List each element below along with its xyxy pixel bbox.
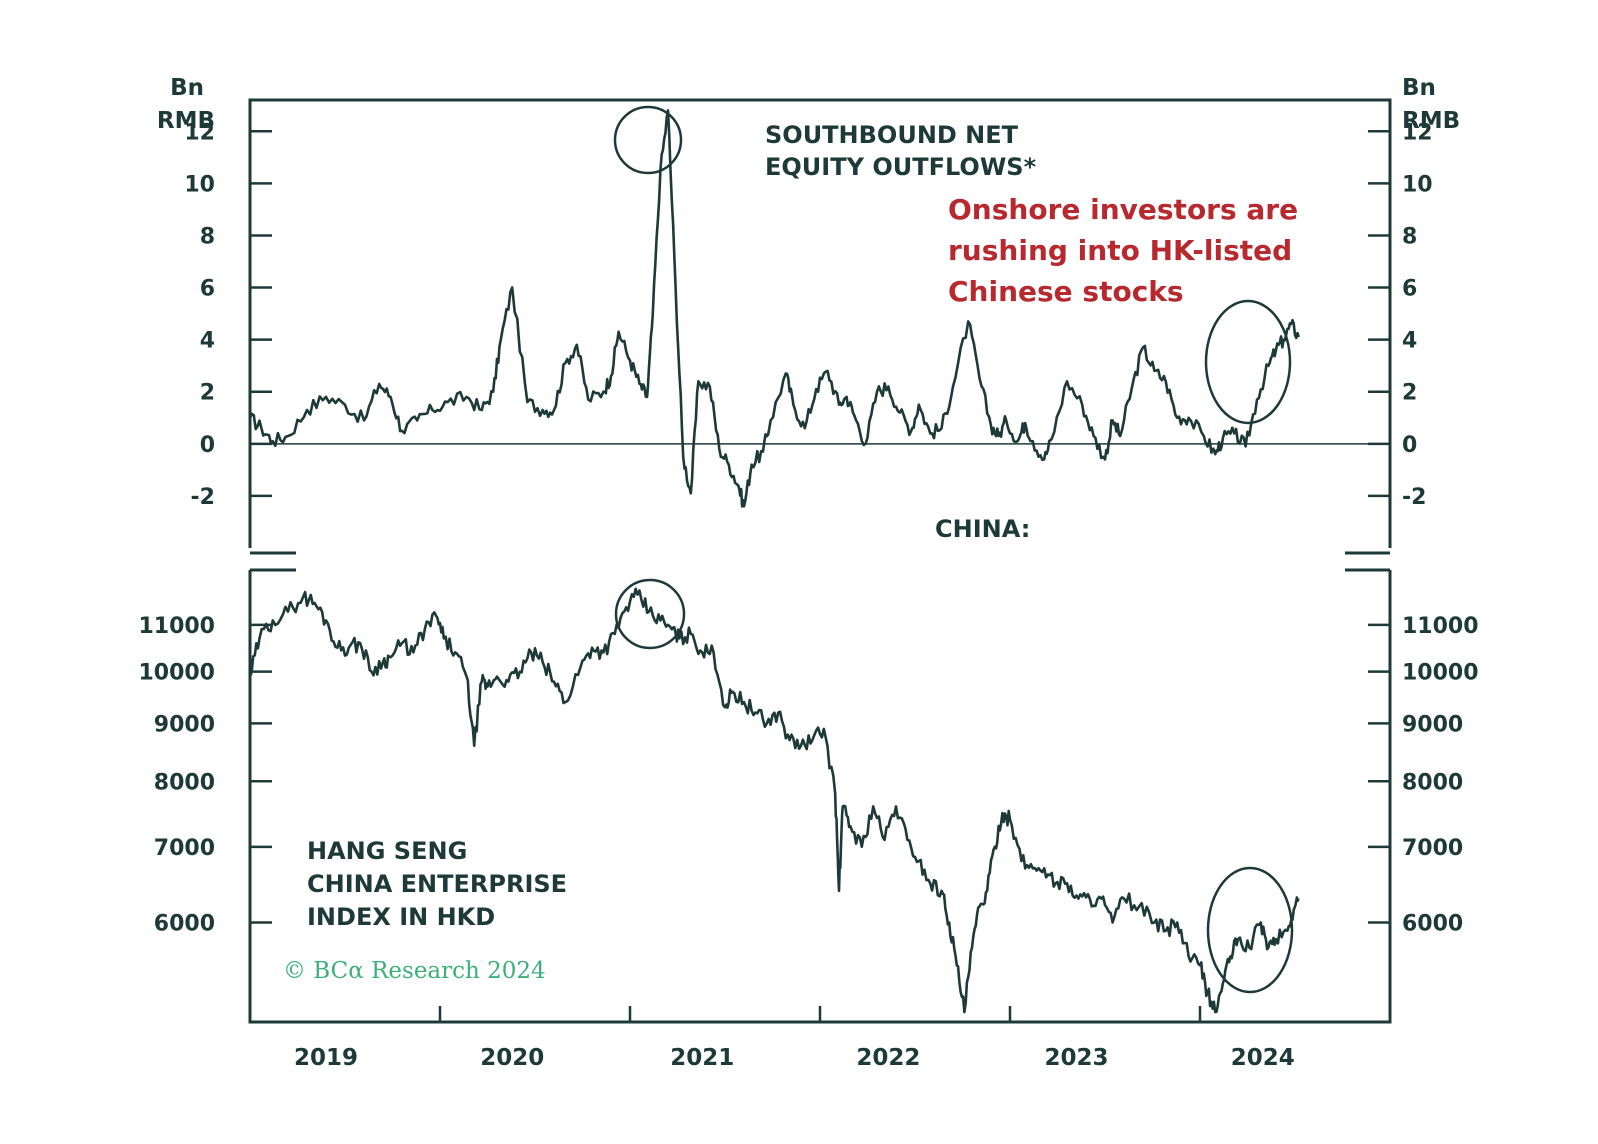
top-ytick-label-right: -2	[1402, 485, 1426, 510]
annotation-text: Onshore investors are rushing into HK-li…	[948, 193, 1308, 308]
top-ytick-label-left: 4	[200, 329, 215, 354]
top-unit-left-line-1: Bn	[170, 75, 204, 101]
top-ytick-label-left: 2	[200, 381, 215, 406]
x-axis: 2019 2020 2021 2022 2023 2024	[248, 1006, 1295, 1071]
annotation-line-1: Onshore investors are	[948, 193, 1298, 226]
top-series-title: SOUTHBOUND NET EQUITY OUTFLOWS*	[765, 121, 1037, 181]
panel-header: CHINA:	[935, 515, 1030, 543]
top-unit-label-right: Bn RMB	[1402, 75, 1460, 134]
bottom-ytick-label-right: 6000	[1402, 912, 1463, 937]
bottom-series-title: HANG SENG CHINA ENTERPRISE INDEX IN HKD	[307, 837, 575, 931]
bottom-title-line-3: INDEX IN HKD	[307, 903, 495, 931]
bottom-ytick-label-right: 11000	[1402, 614, 1479, 639]
x-tick-label: 2022	[856, 1045, 920, 1071]
top-ytick-label-right: 6	[1402, 277, 1417, 302]
x-tick-label: 2019	[294, 1045, 358, 1071]
bottom-ytick-label-left: 9000	[154, 712, 215, 737]
bottom-title-line-2: CHINA ENTERPRISE	[307, 870, 567, 898]
bottom-title-line-1: HANG SENG	[307, 837, 467, 865]
top-ytick-label-right: 8	[1402, 224, 1417, 249]
hang-seng-china-enterprise-line	[248, 587, 1300, 1014]
bottom-ytick-label-left: 11000	[138, 614, 215, 639]
bottom-y-axis: 6000 6000 7000 7000 8000 8000 9000 9000 10000 100…	[138, 614, 1478, 937]
southbound-outflows-line	[248, 109, 1301, 508]
bottom-panel: 6000 6000 7000 7000 8000 8000 9000 9000 10000 100…	[138, 568, 1479, 1071]
bottom-ytick-label-right: 9000	[1402, 712, 1463, 737]
copyright: © BCα Research 2024	[283, 958, 546, 984]
top-ytick-label-left: -2	[191, 485, 215, 510]
x-tick-label: 2020	[480, 1045, 544, 1071]
top-ytick-label-left: 12	[184, 120, 215, 145]
top-title-line-2: EQUITY OUTFLOWS*	[765, 153, 1037, 181]
bottom-ytick-label-left: 6000	[154, 912, 215, 937]
top-ytick-label-left: 10	[184, 172, 215, 197]
highlight-circle-2021-high	[614, 578, 686, 650]
x-tick-label: 2023	[1044, 1045, 1108, 1071]
bottom-ytick-label-left: 7000	[154, 836, 215, 861]
top-y-axis: -2 -2 0 0 2 2 4 4 6 6 8 8 10 10 12 12	[184, 120, 1432, 510]
annotation-line-3: Chinese stocks	[948, 275, 1184, 308]
x-tick-label: 2021	[670, 1045, 734, 1071]
top-panel: -2 -2 0 0 2 2 4 4 6 6 8 8 10 10 12 12 Bn RMB Bn RMB SOU…	[157, 75, 1460, 555]
top-panel-frame	[248, 98, 1392, 548]
bottom-ytick-label-right: 7000	[1402, 836, 1463, 861]
top-ytick-label-right: 12	[1402, 120, 1433, 145]
bottom-ytick-label-left: 10000	[138, 661, 215, 686]
top-ytick-label-right: 2	[1402, 381, 1417, 406]
top-ytick-label-left: 6	[200, 277, 215, 302]
top-title-line-1: SOUTHBOUND NET	[765, 121, 1019, 149]
top-ytick-label-right: 4	[1402, 329, 1417, 354]
bottom-ytick-label-right: 10000	[1402, 661, 1479, 686]
top-ytick-label-left: 0	[200, 433, 215, 458]
highlight-circle-2024-outflows	[1204, 299, 1292, 425]
top-ytick-label-left: 8	[200, 224, 215, 249]
top-ytick-label-right: 0	[1402, 433, 1417, 458]
top-unit-left-line-2: RMB	[157, 108, 215, 134]
top-unit-right-line-2: RMB	[1402, 108, 1460, 134]
x-tick-label: 2024	[1231, 1045, 1295, 1071]
bottom-ytick-label-left: 8000	[154, 770, 215, 795]
top-ytick-label-right: 10	[1402, 172, 1433, 197]
top-unit-right-line-1: Bn	[1402, 75, 1436, 101]
highlight-circle-2024-rebound	[1206, 866, 1294, 994]
bottom-ytick-label-right: 8000	[1402, 770, 1463, 795]
annotation-line-2: rushing into HK-listed	[948, 234, 1292, 267]
top-unit-label-left: Bn RMB	[157, 75, 215, 134]
highlight-circle-peak-2021	[613, 105, 683, 175]
